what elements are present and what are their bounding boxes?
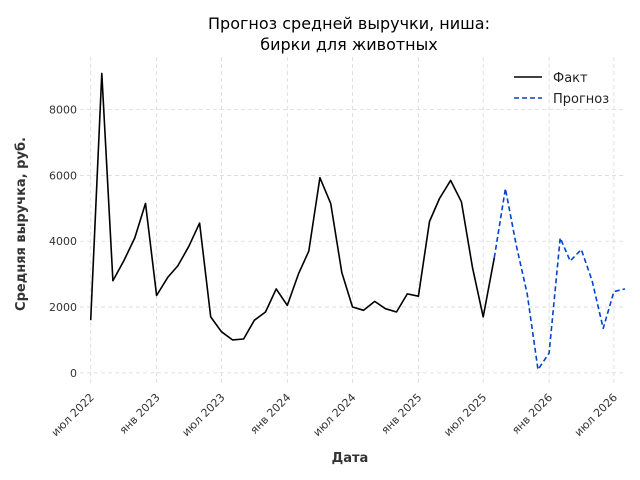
y-tick-label: 2000 [49,301,77,314]
x-tick-label: янв 2025 [379,391,425,437]
legend-label-forecast: Прогноз [553,92,609,107]
y-tick-label: 4000 [49,235,77,248]
y-tick-label: 0 [70,367,77,380]
series-line-fact [89,72,496,341]
y-tick-label: 6000 [49,169,77,182]
series-line-forecast [493,187,626,371]
x-tick-label: июл 2022 [49,391,97,439]
grid [80,57,625,386]
y-axis-label: Средняя выручка, руб. [14,137,29,311]
series-layer [89,72,626,371]
chart-title-line-1: Прогноз средней выручки, ниша: [208,14,490,33]
x-tick-label: янв 2023 [117,391,163,437]
x-tick-label: июл 2023 [180,391,228,439]
x-tick-label: июл 2025 [441,391,489,439]
x-tick-label: июл 2024 [311,391,359,439]
x-tick-label: янв 2024 [248,391,294,437]
x-axis-label: Дата [332,451,369,466]
legend: Факт Прогноз [514,71,609,107]
legend-label-fact: Факт [553,71,588,86]
x-tick-label: янв 2026 [509,391,555,437]
y-tick-label: 8000 [49,104,77,117]
y-axis-ticks: 0 2000 4000 6000 8000 [49,104,77,380]
x-axis-ticks: июл 2022 янв 2023 июл 2023 янв 2024 июл 2024… [49,391,620,439]
chart-title-line-2: бирки для животных [260,35,437,54]
x-tick-label: июл 2026 [572,391,620,439]
